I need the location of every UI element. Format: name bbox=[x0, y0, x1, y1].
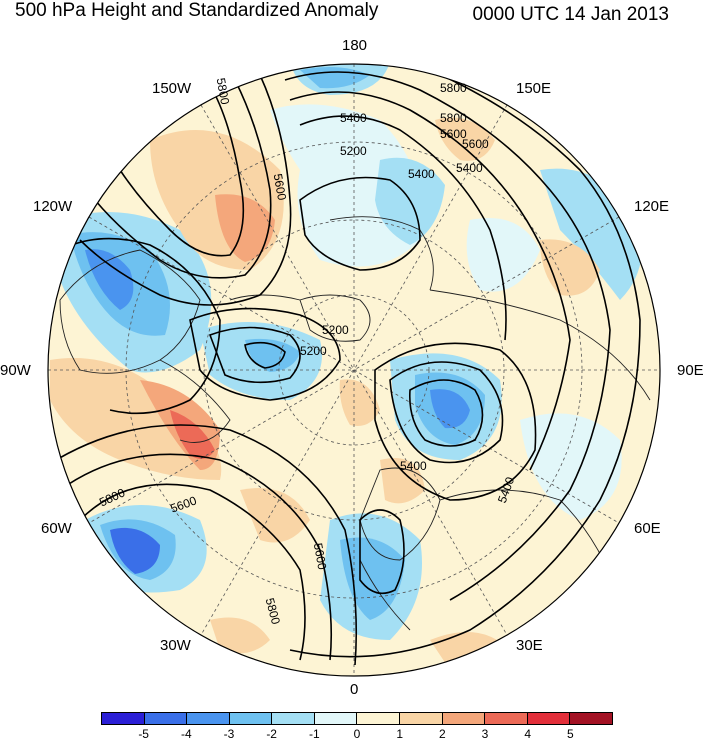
colorbar bbox=[101, 712, 613, 725]
longitude-labels: 180 150E 120E 90E 60E 30E 0 30W 60W 90W … bbox=[0, 37, 704, 698]
lon-label-30w: 30W bbox=[160, 637, 192, 654]
contour-label: 5400 bbox=[400, 459, 427, 473]
colorbar-cell bbox=[229, 713, 273, 724]
contour-label: 5200 bbox=[340, 144, 367, 158]
colorbar-cell bbox=[357, 713, 401, 724]
colorbar-cell bbox=[144, 713, 188, 724]
colorbar-cell bbox=[485, 713, 528, 724]
lon-label-90w: 90W bbox=[0, 362, 32, 379]
chart-title: 500 hPa Height and Standardized Anomaly bbox=[15, 0, 379, 21]
colorbar-label: 5 bbox=[566, 727, 574, 741]
lon-label-60w: 60W bbox=[41, 520, 73, 537]
colorbar-cell bbox=[400, 713, 443, 724]
contour-label: 5400 bbox=[408, 167, 435, 181]
anomaly-region-positive bbox=[240, 488, 310, 543]
colorbar-cell bbox=[442, 713, 486, 724]
colorbar-cell bbox=[272, 713, 315, 724]
contour-label: 5200 bbox=[300, 344, 327, 358]
graticule bbox=[48, 64, 660, 676]
colorbar-label: -1 bbox=[308, 727, 320, 741]
chart-datetime: 0000 UTC 14 Jan 2013 bbox=[472, 4, 669, 25]
lon-label-180: 180 bbox=[342, 37, 367, 54]
lon-label-120e: 120E bbox=[634, 198, 669, 215]
anomaly-region-negative bbox=[85, 249, 134, 310]
anomaly-region-negative bbox=[110, 527, 160, 574]
lon-label-30e: 30E bbox=[516, 637, 543, 654]
contour-label: 5800 bbox=[440, 111, 467, 125]
lon-label-90e: 90E bbox=[677, 362, 704, 379]
contour-label: 5800 bbox=[440, 81, 467, 95]
anomaly-region-negative bbox=[245, 338, 300, 372]
anomaly-region-positive bbox=[215, 194, 275, 262]
lon-label-0: 0 bbox=[350, 681, 358, 698]
colorbar-label: 0 bbox=[353, 727, 361, 741]
contour-label: 5600 bbox=[462, 137, 489, 151]
anomaly-region-positive bbox=[170, 410, 215, 459]
anomaly-region-positive bbox=[50, 358, 222, 480]
lon-label-60e: 60E bbox=[634, 520, 661, 537]
anomaly-region-positive bbox=[435, 117, 495, 161]
lon-label-150w: 150W bbox=[152, 80, 192, 97]
contour-label: 5800 bbox=[263, 596, 284, 626]
contour-label: 5600 bbox=[271, 173, 289, 202]
anomaly-region-positive bbox=[380, 458, 425, 504]
colorbar-label: -4 bbox=[180, 727, 192, 741]
contour-label: 5400 bbox=[340, 111, 367, 125]
colorbar-label: -3 bbox=[223, 727, 235, 741]
anomaly-region-negative bbox=[430, 389, 470, 429]
colorbar-label: 1 bbox=[396, 727, 403, 741]
contour-label: 5600 bbox=[440, 127, 467, 141]
colorbar-label: -2 bbox=[266, 727, 277, 741]
lon-label-150e: 150E bbox=[516, 80, 551, 97]
contour-label: 5800 bbox=[214, 77, 232, 106]
map-boundary bbox=[47, 63, 661, 677]
colorbar-label: 3 bbox=[481, 727, 489, 741]
anomaly-region-positive bbox=[339, 379, 380, 426]
contour-labels: 5800 5600 5400 5200 5800 5600 5400 5200 … bbox=[97, 77, 517, 626]
colorbar-label: 4 bbox=[524, 727, 531, 741]
colorbar-cell bbox=[102, 713, 145, 724]
contour-label: 5200 bbox=[322, 323, 349, 337]
anomaly-region-positive bbox=[210, 617, 270, 654]
anomaly-region-negative bbox=[270, 104, 422, 267]
anomaly-region-negative bbox=[520, 413, 622, 520]
contour-label: 5600 bbox=[311, 542, 329, 571]
colorbar-cell bbox=[527, 713, 571, 724]
anomaly-region-negative bbox=[466, 218, 540, 292]
colorbar-cell bbox=[314, 713, 358, 724]
colorbar-label: -5 bbox=[138, 727, 149, 741]
colorbar-label: 2 bbox=[438, 727, 446, 741]
colorbar-cell bbox=[187, 713, 230, 724]
height-contours bbox=[48, 64, 641, 666]
colorbar-cell bbox=[570, 713, 612, 724]
lon-label-120w: 120W bbox=[33, 198, 73, 215]
contour-label: 5400 bbox=[456, 161, 483, 175]
